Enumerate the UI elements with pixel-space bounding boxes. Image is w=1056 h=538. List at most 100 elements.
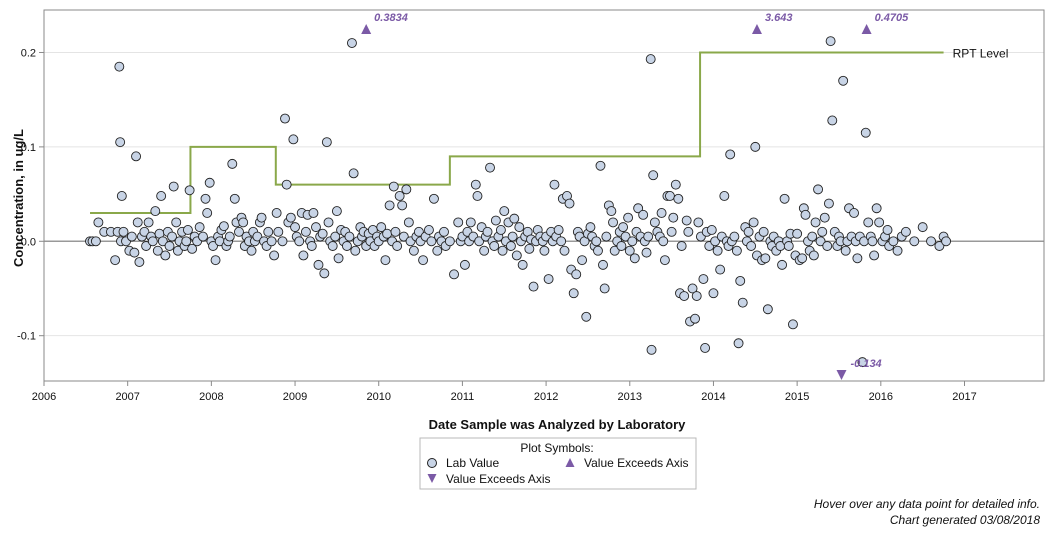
x-tick-label: 2014 bbox=[701, 391, 725, 403]
lab-value-point bbox=[184, 185, 195, 196]
lab-value-point bbox=[648, 170, 659, 181]
exceeds-below-marker bbox=[836, 370, 847, 380]
lab-value-point bbox=[888, 236, 899, 247]
lab-value-point bbox=[311, 222, 321, 233]
lab-value-point bbox=[825, 36, 836, 47]
lab-value-point bbox=[152, 245, 163, 256]
lab-value-point bbox=[224, 231, 235, 242]
lab-value-point bbox=[401, 184, 412, 195]
lab-value-point bbox=[168, 181, 179, 192]
lab-value-point bbox=[505, 241, 516, 251]
lab-value-point bbox=[656, 208, 667, 218]
lab-value-point bbox=[917, 222, 928, 233]
lab-value-point bbox=[882, 225, 893, 235]
lab-value-point bbox=[681, 215, 692, 226]
lab-value-point bbox=[577, 255, 588, 266]
lab-value-point bbox=[497, 245, 508, 256]
lab-value-point bbox=[350, 245, 361, 256]
x-tick-label: 2008 bbox=[199, 391, 223, 403]
lab-value-point bbox=[266, 236, 277, 247]
lab-value-point bbox=[390, 226, 401, 237]
lab-value-point bbox=[874, 217, 885, 228]
lab-value-point bbox=[115, 137, 126, 148]
lab-value-point bbox=[413, 226, 424, 237]
y-axis-title: Concentration, in ug/L bbox=[11, 129, 26, 267]
lab-value-point bbox=[941, 236, 952, 247]
lab-value-point bbox=[330, 231, 341, 242]
lab-value-point bbox=[160, 250, 171, 261]
lab-value-point bbox=[157, 236, 168, 247]
lab-value-point bbox=[472, 191, 483, 201]
lab-value-point bbox=[439, 226, 449, 237]
lab-value-point bbox=[863, 217, 874, 228]
lab-value-point bbox=[511, 250, 522, 261]
lab-value-point bbox=[746, 241, 757, 251]
lab-value-point bbox=[668, 212, 679, 223]
lab-value-point bbox=[926, 236, 936, 247]
lab-value-point bbox=[271, 208, 282, 218]
x-tick-label: 2007 bbox=[115, 391, 139, 403]
lab-value-point bbox=[210, 255, 221, 266]
lab-value-point bbox=[380, 255, 391, 266]
lab-value-point bbox=[673, 193, 684, 204]
lab-value-point bbox=[143, 217, 154, 228]
lab-value-point bbox=[556, 236, 567, 247]
lab-value-point bbox=[857, 357, 868, 368]
lab-value-point bbox=[706, 225, 717, 235]
lab-value-point bbox=[126, 231, 137, 242]
lab-value-point bbox=[700, 343, 711, 353]
lab-value-point bbox=[308, 208, 319, 218]
lab-value-point bbox=[294, 236, 305, 247]
lab-value-point bbox=[346, 38, 357, 48]
lab-value-point bbox=[620, 231, 631, 242]
lab-value-point bbox=[813, 184, 824, 195]
exceeds-above-marker bbox=[361, 24, 372, 34]
lab-value-point bbox=[629, 253, 640, 264]
y-axis-ticks: -0.1 0.0 0.1 0.2 bbox=[17, 47, 44, 343]
x-tick-label: 2006 bbox=[32, 391, 56, 403]
lab-value-point bbox=[827, 115, 838, 126]
data-points bbox=[85, 36, 952, 368]
lab-value-point bbox=[93, 217, 104, 228]
lab-value-point bbox=[867, 236, 878, 247]
lab-value-point bbox=[693, 217, 704, 228]
lab-value-point bbox=[708, 288, 719, 299]
lab-value-point bbox=[459, 259, 470, 270]
lab-value-point bbox=[172, 245, 183, 256]
lab-value-point bbox=[715, 264, 726, 275]
legend: Plot Symbols: Lab Value Value Exceeds Ax… bbox=[419, 437, 697, 490]
lab-value-point bbox=[815, 236, 826, 247]
legend-title: Plot Symbols: bbox=[520, 441, 593, 455]
lab-value-point bbox=[398, 231, 409, 242]
exceeds-above-marker bbox=[861, 24, 872, 34]
lab-value-point bbox=[229, 193, 240, 204]
lab-value-point bbox=[627, 236, 638, 247]
lab-value-point bbox=[687, 283, 698, 294]
lab-value-point bbox=[474, 236, 485, 247]
lab-value-point bbox=[131, 151, 142, 162]
lab-value-point bbox=[110, 255, 121, 266]
lab-value-point bbox=[202, 208, 213, 218]
lab-value-point bbox=[171, 217, 182, 228]
lab-value-point bbox=[593, 245, 603, 256]
lab-value-point bbox=[331, 206, 342, 217]
lab-value-point bbox=[321, 137, 332, 148]
lab-value-point bbox=[139, 226, 150, 237]
lab-value-point bbox=[670, 179, 681, 190]
lab-value-point bbox=[348, 168, 359, 179]
lab-value-point bbox=[618, 222, 629, 233]
y-tick-label: 0.2 bbox=[21, 47, 36, 59]
lab-value-point bbox=[633, 203, 644, 214]
lab-value-point bbox=[698, 274, 709, 284]
lab-value-point bbox=[341, 241, 352, 251]
lab-value-point bbox=[643, 231, 654, 242]
lab-value-point bbox=[758, 226, 769, 237]
lab-value-point bbox=[187, 243, 198, 254]
lab-value-point bbox=[204, 177, 215, 188]
lab-value-point bbox=[426, 236, 437, 247]
lab-value-point bbox=[616, 241, 627, 251]
lab-value-point bbox=[238, 217, 249, 228]
lab-value-point bbox=[646, 344, 657, 355]
lab-value-point bbox=[719, 191, 730, 201]
lab-value-point bbox=[568, 288, 579, 299]
